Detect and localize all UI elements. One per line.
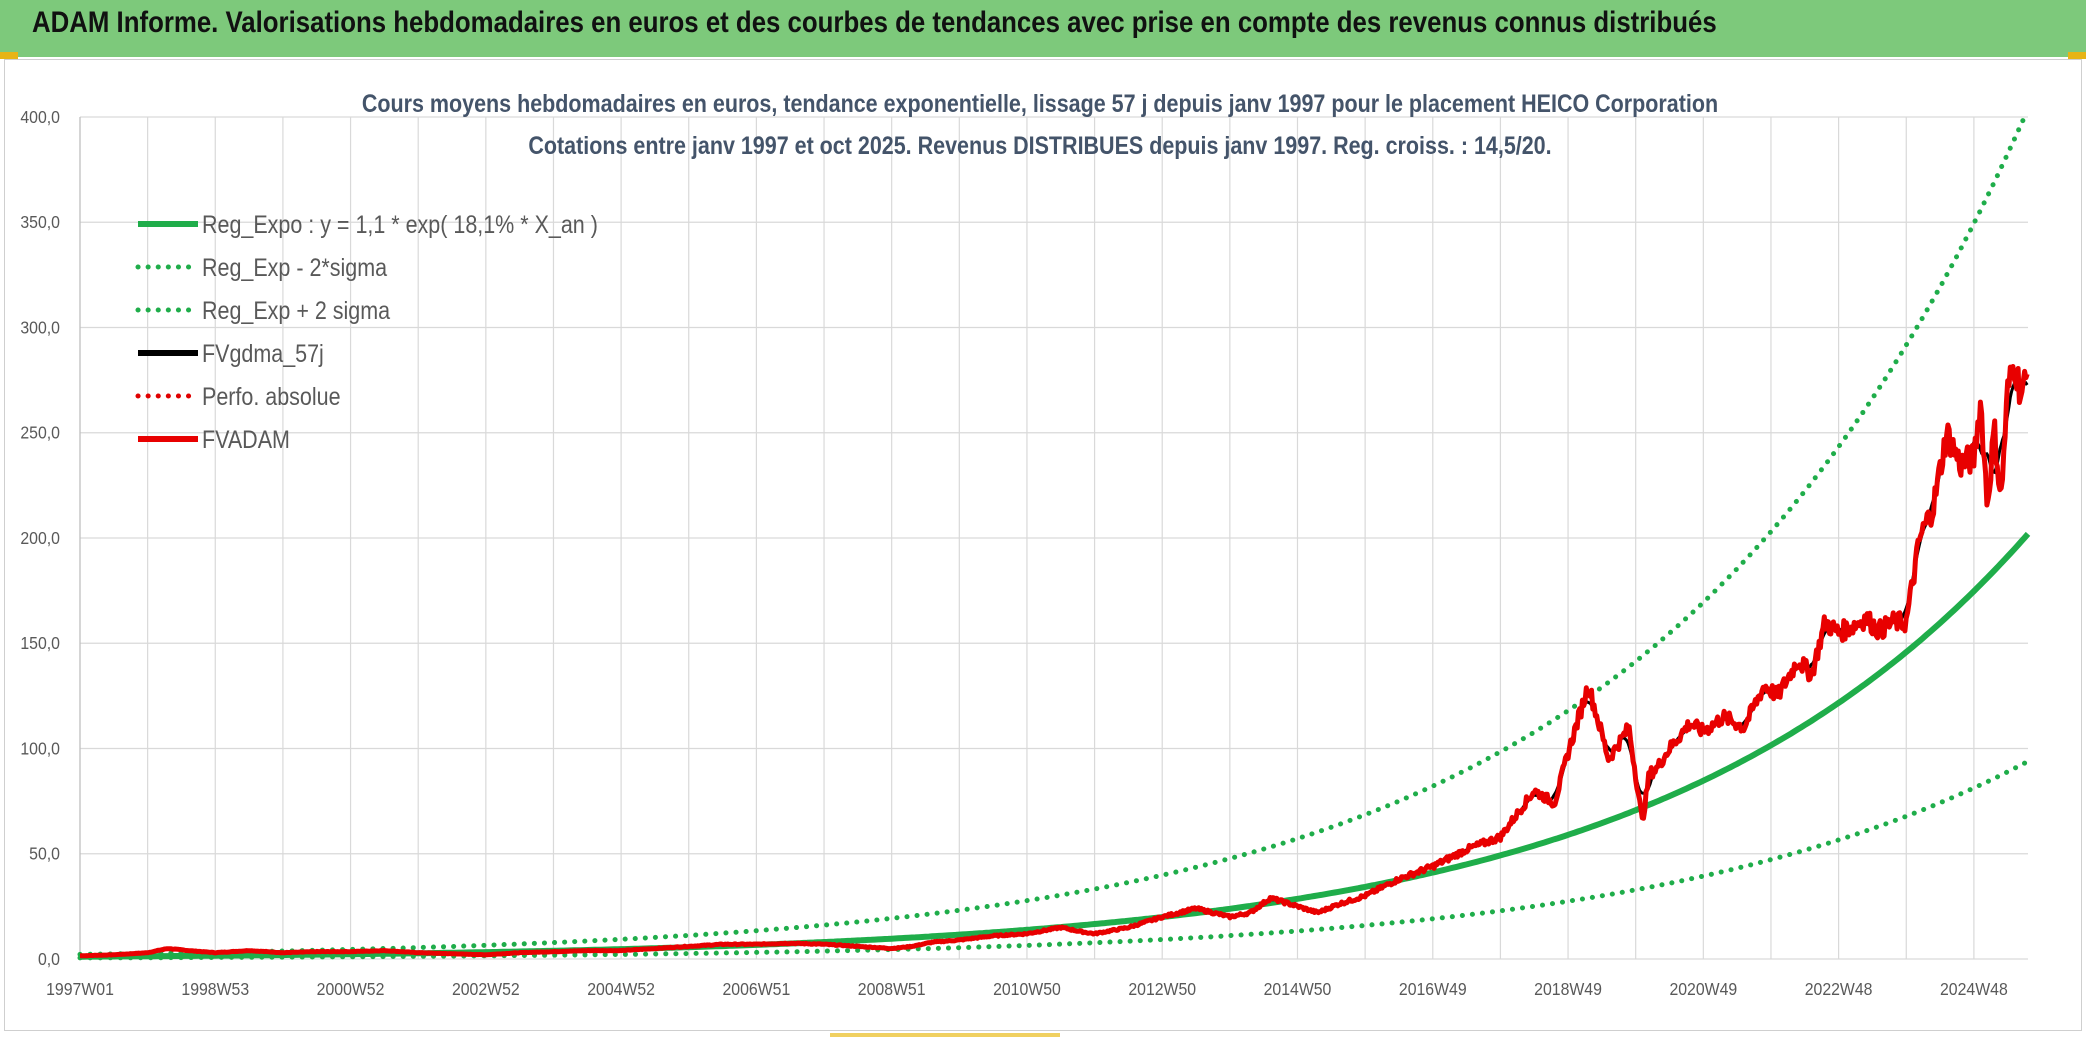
y-tick-label: 400,0	[20, 107, 60, 127]
legend-label: Reg_Exp + 2 sigma	[202, 296, 390, 324]
chart-subtitle: Cotations entre janv 1997 et oct 2025. R…	[528, 131, 1551, 159]
series-fvadam	[78, 364, 2030, 959]
legend-label: FVgdma_57j	[202, 339, 324, 367]
x-tick-label: 2024W48	[1940, 979, 2008, 999]
legend-label: Reg_Exp - 2*sigma	[202, 253, 387, 281]
x-tick-label: 2000W52	[317, 979, 385, 999]
x-tick-label: 1997W01	[46, 979, 114, 999]
banner-title: ADAM Informe. Valorisations hebdomadaire…	[32, 6, 1717, 39]
x-tick-label: 2010W50	[993, 979, 1061, 999]
y-tick-label: 350,0	[20, 212, 60, 232]
y-tick-label: 300,0	[20, 318, 60, 338]
x-tick-label: 1998W53	[181, 979, 249, 999]
y-tick-label: 50,0	[29, 844, 60, 864]
corner-accent-left	[0, 52, 18, 59]
x-tick-label: 2002W52	[452, 979, 520, 999]
x-tick-label: 2020W49	[1669, 979, 1737, 999]
corner-accent-right	[2068, 52, 2086, 59]
x-tick-label: 2018W49	[1534, 979, 1602, 999]
x-tick-label: 2022W48	[1805, 979, 1873, 999]
series-upper-band	[77, 114, 2031, 957]
y-tick-label: 0,0	[38, 949, 60, 969]
y-tick-label: 250,0	[20, 423, 60, 443]
x-tick-label: 2006W51	[723, 979, 791, 999]
y-tick-label: 100,0	[20, 739, 60, 759]
y-tick-label: 200,0	[20, 528, 60, 548]
legend-label: Perfo. absolue	[202, 382, 341, 410]
bottom-accent	[830, 1033, 1060, 1037]
chart-title: Cours moyens hebdomadaires en euros, ten…	[362, 89, 1718, 117]
x-tick-label: 2008W51	[858, 979, 926, 999]
legend-label: Reg_Expo : y = 1,1 * exp( 18,1% * X_an )	[202, 210, 598, 238]
legend-label: FVADAM	[202, 425, 290, 453]
x-tick-label: 2004W52	[587, 979, 655, 999]
y-tick-label: 150,0	[20, 633, 60, 653]
x-tick-label: 2016W49	[1399, 979, 1467, 999]
header-banner: ADAM Informe. Valorisations hebdomadaire…	[0, 0, 2086, 57]
x-tick-label: 2014W50	[1264, 979, 1332, 999]
chart-frame	[4, 59, 2082, 1031]
x-tick-label: 2012W50	[1128, 979, 1196, 999]
series-trend-line	[80, 531, 2031, 960]
series-fvgdma	[79, 379, 2029, 958]
